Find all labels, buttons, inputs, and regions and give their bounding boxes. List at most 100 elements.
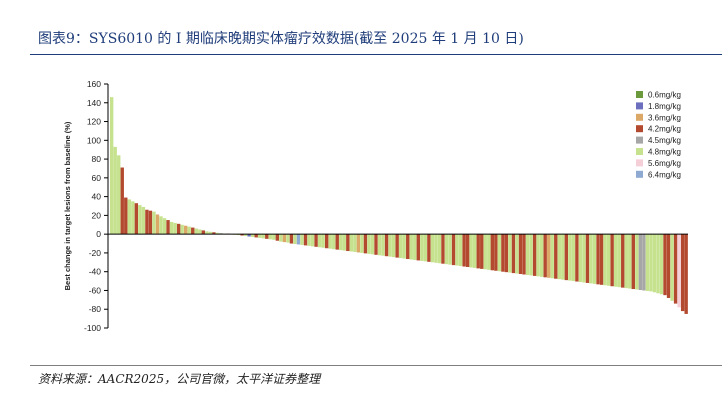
bar — [300, 234, 304, 245]
bar — [677, 234, 681, 308]
bar — [339, 234, 343, 251]
bar — [349, 234, 354, 252]
bar — [557, 234, 561, 280]
bar — [166, 220, 170, 235]
bar — [169, 221, 174, 235]
bar — [666, 234, 671, 298]
bar — [473, 234, 477, 268]
y-tick-label: 100 — [87, 135, 101, 145]
bar — [110, 97, 114, 235]
bar — [124, 197, 128, 235]
bar — [187, 226, 191, 235]
bar — [465, 234, 470, 267]
bar — [504, 234, 509, 273]
bar — [395, 234, 399, 258]
bar — [554, 234, 558, 279]
source-note: 资料来源：AACR2025，公司官微，太平洋证券整理 — [38, 372, 321, 386]
bar — [212, 232, 216, 235]
bar — [310, 234, 315, 247]
bar — [638, 234, 643, 290]
bar — [596, 234, 600, 285]
bar — [578, 234, 583, 283]
bar — [406, 234, 410, 260]
y-tick-label: 20 — [92, 210, 102, 220]
bar — [543, 234, 547, 278]
bar — [268, 234, 272, 240]
bar — [289, 234, 294, 244]
bar — [399, 234, 403, 259]
bar — [547, 234, 551, 278]
y-tick-label: 140 — [87, 98, 101, 108]
bar — [391, 234, 396, 258]
title-divider — [30, 54, 722, 55]
bar — [215, 232, 220, 235]
bar — [324, 234, 329, 249]
bar — [420, 234, 424, 261]
y-tick-label: 60 — [92, 173, 102, 183]
bar — [480, 234, 484, 269]
bar — [250, 234, 255, 237]
bar — [508, 234, 512, 273]
bar — [176, 223, 181, 235]
bar — [518, 234, 523, 275]
bar — [670, 234, 674, 301]
bars-group — [110, 97, 688, 314]
bar — [539, 234, 544, 277]
figure-title: 图表9：SYS6010 的 I 期临床晚期实体瘤疗效数据(截至 2025 年 1… — [38, 31, 524, 47]
bar — [141, 206, 146, 235]
bar — [148, 210, 153, 235]
bar — [286, 234, 290, 243]
bar — [451, 234, 456, 266]
bar — [377, 234, 382, 256]
bar — [501, 234, 505, 272]
bar — [127, 199, 131, 235]
bar — [328, 234, 332, 249]
bar — [476, 234, 480, 269]
bar — [469, 234, 473, 268]
bar — [680, 234, 685, 312]
bar — [455, 234, 459, 266]
bar — [635, 234, 639, 290]
bar — [314, 234, 318, 247]
bar — [663, 234, 667, 296]
legend-label: 4.2mg/kg — [648, 125, 681, 134]
bar — [490, 234, 494, 271]
bar — [113, 146, 117, 235]
bar — [272, 234, 276, 240]
bar — [599, 234, 604, 285]
bar — [342, 234, 346, 251]
bar — [145, 209, 149, 235]
bar — [409, 234, 413, 260]
bar — [353, 234, 357, 252]
bar — [282, 234, 287, 243]
bar — [642, 234, 646, 291]
bar — [388, 234, 392, 257]
bar — [184, 225, 188, 235]
bar — [258, 234, 262, 238]
bar — [624, 234, 628, 289]
legend-swatch — [636, 102, 643, 110]
bar — [356, 234, 361, 253]
bar — [265, 234, 269, 239]
y-tick-label: 160 — [87, 79, 101, 89]
bar — [402, 234, 406, 259]
bar — [515, 234, 519, 274]
legend-label: 3.6mg/kg — [648, 113, 681, 122]
bar — [589, 234, 593, 284]
bar — [550, 234, 554, 279]
bar — [564, 234, 569, 281]
bar — [582, 234, 586, 283]
legend-swatch — [636, 125, 643, 133]
y-tick-label: 40 — [92, 192, 102, 202]
bar — [374, 234, 378, 255]
bar — [494, 234, 498, 271]
bar — [458, 234, 463, 267]
bar — [532, 234, 537, 276]
legend-label: 5.6mg/kg — [648, 159, 681, 168]
bar — [194, 228, 198, 235]
y-tick-label: -20 — [89, 248, 102, 258]
y-tick-label: -100 — [84, 323, 101, 333]
bar — [335, 234, 339, 250]
bar — [529, 234, 533, 276]
bar — [610, 234, 614, 287]
